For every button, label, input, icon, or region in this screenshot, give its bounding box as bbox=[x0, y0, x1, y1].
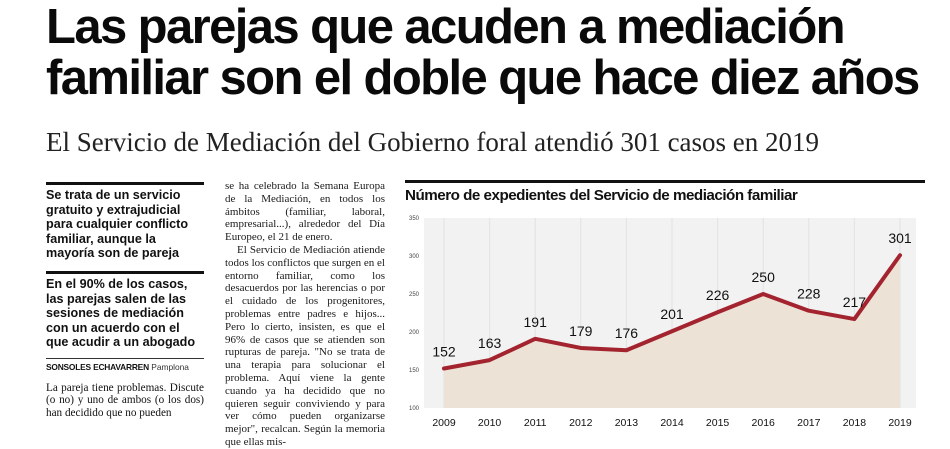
article-body-start: La pareja tiene problemas. Discute (o no… bbox=[46, 381, 204, 419]
x-tick-label: 2012 bbox=[569, 417, 593, 429]
callout-agreement: En el 90% de los casos, las parejas sale… bbox=[46, 270, 204, 350]
headline: Las parejas que acuden a mediación famil… bbox=[46, 2, 946, 104]
y-tick-label: 250 bbox=[409, 292, 420, 298]
chart-y-axis: 100 150 200 250 300 350 bbox=[409, 216, 420, 412]
y-tick-label: 150 bbox=[409, 368, 420, 374]
x-tick-label: 2011 bbox=[524, 417, 547, 429]
chart-title: Número de expedientes del Servicio de me… bbox=[405, 180, 925, 205]
x-tick-label: 2017 bbox=[797, 417, 821, 429]
x-tick-label: 2016 bbox=[752, 417, 776, 429]
x-tick-label: 2018 bbox=[843, 417, 867, 429]
byline-place: Pamplona bbox=[151, 361, 189, 372]
byline-author: SONSOLES ECHAVARREN bbox=[46, 361, 149, 372]
data-value-label: 191 bbox=[524, 314, 548, 330]
headline-line-1: Las parejas que acuden a mediación bbox=[46, 0, 846, 54]
y-tick-label: 300 bbox=[409, 254, 420, 260]
data-value-label: 179 bbox=[569, 323, 593, 339]
y-tick-label: 350 bbox=[409, 216, 420, 222]
chart-data-labels: 152 163 191 179 176 201 226 250 228 217 301 bbox=[432, 230, 912, 359]
x-tick-label: 2009 bbox=[432, 417, 456, 429]
callout-service: Se trata de un servicio gratuito y extra… bbox=[46, 182, 204, 261]
headline-line-2: familiar son el doble que hace diez años bbox=[46, 51, 920, 105]
x-tick-label: 2013 bbox=[615, 417, 639, 429]
data-value-label: 201 bbox=[660, 306, 684, 322]
x-tick-label: 2010 bbox=[478, 417, 502, 429]
data-value-label: 226 bbox=[706, 287, 730, 303]
middle-column: se ha celebrado la Semana Europa de la M… bbox=[225, 180, 385, 449]
x-tick-label: 2019 bbox=[888, 417, 912, 429]
x-tick-label: 2015 bbox=[706, 417, 730, 429]
subheadline: El Servicio de Mediación del Gobierno fo… bbox=[46, 127, 820, 157]
data-value-label: 152 bbox=[432, 343, 456, 359]
x-tick-label: 2014 bbox=[660, 417, 684, 429]
data-value-label: 163 bbox=[478, 335, 502, 351]
left-column: Se trata de un servicio gratuito y extra… bbox=[46, 182, 204, 419]
data-value-label: 250 bbox=[752, 269, 776, 285]
chart-x-axis: 2009 2010 2011 2012 2013 2014 2015 2016 2017 2018… bbox=[432, 417, 912, 429]
y-tick-label: 100 bbox=[409, 406, 420, 412]
chart-series-line bbox=[442, 253, 902, 371]
data-value-label: 176 bbox=[615, 325, 639, 341]
data-value-label: 228 bbox=[797, 286, 821, 302]
data-value-label: 217 bbox=[843, 294, 867, 310]
y-tick-label: 200 bbox=[409, 330, 420, 336]
data-value-label: 301 bbox=[888, 230, 912, 246]
article-paragraph: El Servicio de Mediación atiende todos l… bbox=[225, 243, 385, 448]
byline: SONSOLES ECHAVARREN Pamplona bbox=[46, 357, 204, 373]
article-paragraph: se ha celebrado la Semana Europa de la M… bbox=[225, 180, 385, 244]
